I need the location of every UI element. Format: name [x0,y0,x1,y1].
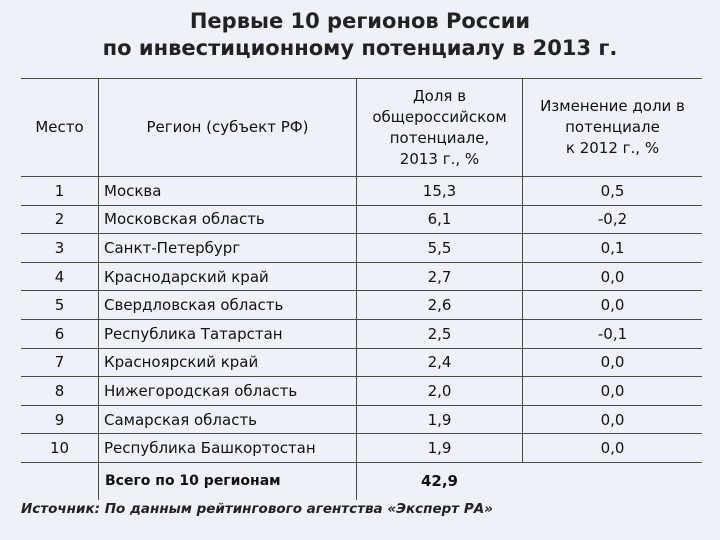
cell-change: 0,0 [522,262,702,292]
total-label: Всего по 10 регионам [98,462,356,500]
cell-share: 6,1 [356,205,522,235]
cell-region: Москва [98,177,356,206]
cell-share: 15,3 [356,177,522,206]
total-empty [522,463,702,500]
header-share-line: Доля в [412,86,467,105]
cell-region: Санкт-Петербург [98,234,356,263]
cell-region: Самарская область [98,405,356,435]
cell-place: 10 [21,434,98,463]
cell-region: Свердловская область [98,291,356,320]
cell-share: 2,4 [356,348,522,378]
cell-place: 9 [21,406,98,435]
cell-change: -0,2 [522,205,702,235]
cell-change: 0,0 [522,348,702,378]
cell-place: 1 [21,177,98,206]
cell-change: 0,0 [522,434,702,463]
cell-change: -0,1 [522,319,702,349]
cell-change: 0,0 [522,405,702,435]
cell-region: Московская область [98,205,356,235]
header-place: Место [21,79,98,177]
cell-share: 2,5 [356,319,522,349]
cell-share: 1,9 [356,434,522,463]
cell-change: 0,5 [522,177,702,206]
cell-share: 2,6 [356,291,522,320]
cell-region: Красноярский край [98,348,356,378]
cell-region: Республика Татарстан [98,319,356,349]
header-share-line: общероссийском [372,107,507,126]
cell-change: 0,0 [522,291,702,320]
cell-change: 0,0 [522,377,702,406]
header-region: Регион (субъект РФ) [98,79,356,177]
page-title: Первые 10 регионов России по инвестицион… [0,8,720,62]
header-change: Изменение доли в потенциале к 2012 г., % [522,79,702,177]
cell-change: 0,1 [522,234,702,263]
header-change-line: потенциале [565,118,660,136]
cell-share: 2,0 [356,377,522,406]
header-share-line: 2013 г., % [399,149,480,168]
cell-place: 7 [21,349,98,378]
total-share: 42,9 [356,462,522,500]
cell-region: Краснодарский край [98,262,356,292]
cell-region: Республика Башкортостан [98,434,356,463]
cell-place: 5 [21,291,98,320]
cell-place: 6 [21,320,98,349]
cell-place: 8 [21,377,98,406]
header-change-line: к 2012 г., % [565,139,660,157]
source-note: Источник: По данным рейтингового агентст… [21,501,493,517]
cell-share: 2,7 [356,262,522,292]
header-change-line: Изменение доли в [540,97,685,115]
cell-place: 4 [21,263,98,292]
cell-share: 1,9 [356,405,522,435]
total-empty [21,463,98,500]
title-line-2: по инвестиционному потенциалу в 2013 г. [102,36,618,60]
cell-place: 2 [21,206,98,235]
regions-table: Место Регион (субъект РФ) Доля в общерос… [21,78,702,500]
header-share-line: потенциале, [389,128,490,147]
cell-share: 5,5 [356,234,522,263]
header-share: Доля в общероссийском потенциале, 2013 г… [356,79,522,177]
cell-place: 3 [21,234,98,263]
cell-region: Нижегородская область [98,377,356,406]
title-line-1: Первые 10 регионов России [189,9,531,33]
